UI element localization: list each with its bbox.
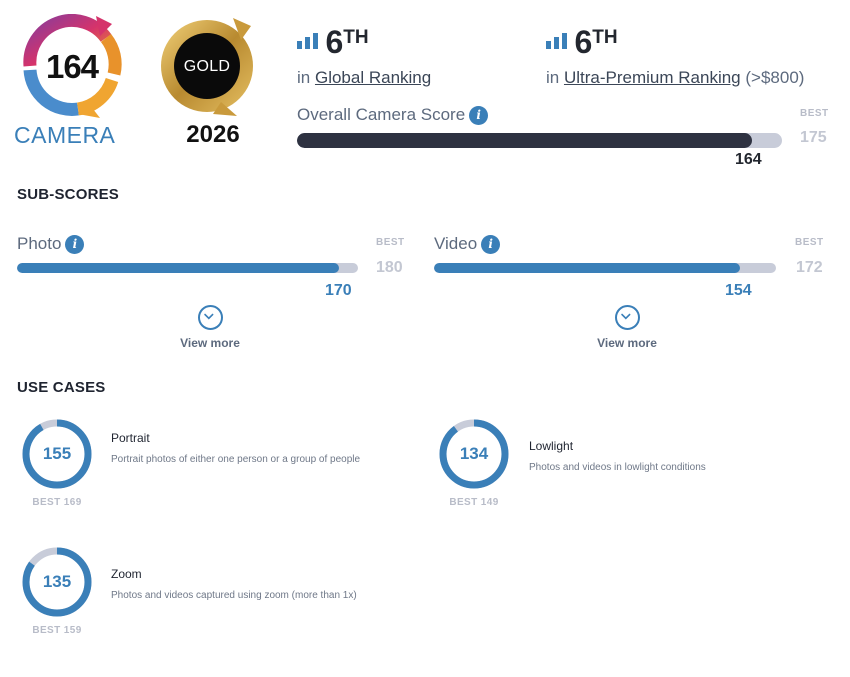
photo-label: Photo — [17, 234, 62, 253]
info-icon[interactable]: i — [65, 235, 85, 255]
lowlight-best: BEST 149 — [449, 497, 499, 508]
global-rank-line: in Global Ranking — [297, 68, 431, 88]
video-score-value: 154 — [725, 282, 752, 299]
overall-score-label-row: Overall Camera Score i — [297, 105, 489, 126]
camera-score-value: 164 — [45, 48, 99, 85]
zoom-score: 135 — [42, 572, 72, 591]
portrait-title: Portrait — [111, 431, 150, 445]
photo-label-row: Photo i — [17, 234, 85, 255]
video-label: Video — [434, 234, 478, 253]
photo-best-value: 180 — [376, 259, 403, 276]
photo-score-bar-fill — [17, 263, 340, 273]
portrait-score-arc — [22, 419, 92, 489]
zoom-score-ring — [22, 547, 92, 617]
gold-badge-ring-icon — [161, 18, 253, 116]
segment-rank-line: in Ultra-Premium Ranking (>$800) — [546, 68, 804, 88]
info-icon[interactable]: i — [469, 106, 489, 126]
lowlight-score: 134 — [459, 444, 489, 463]
global-rank-number: 6 — [325, 24, 344, 60]
photo-score-bar — [17, 263, 358, 273]
overall-best-value: 175 — [800, 129, 827, 146]
segment-rank-number: 6 — [574, 24, 593, 60]
segment-rank-suffix: TH — [592, 27, 618, 48]
zoom-score-arc — [22, 547, 92, 617]
photo-best-label: BEST — [376, 237, 405, 248]
video-best-label: BEST — [795, 237, 824, 248]
video-view-more-button[interactable]: View more — [577, 305, 677, 350]
portrait-best: BEST 169 — [32, 497, 82, 508]
photo-view-more-label: View more — [180, 336, 240, 350]
global-rank-suffix: TH — [343, 27, 369, 48]
ultra-premium-ranking-link[interactable]: Ultra-Premium Ranking — [563, 68, 741, 87]
zoom-description: Photos and videos captured using zoom (m… — [111, 590, 357, 601]
video-score-bar — [434, 263, 776, 273]
photo-score-value: 170 — [325, 282, 352, 299]
overall-score-label: Overall Camera Score — [297, 105, 466, 124]
video-score-bar-fill — [434, 263, 741, 273]
global-rank-prefix: in — [297, 68, 311, 87]
segment-rank: 6TH — [546, 24, 618, 61]
video-view-more-label: View more — [597, 336, 657, 350]
overall-score-bar — [297, 133, 782, 148]
portrait-score-ring — [22, 419, 92, 489]
category-label: CAMERA — [14, 122, 116, 148]
zoom-use-case: 135 BEST 159 — [21, 546, 93, 646]
lowlight-use-case: 134 BEST 149 — [438, 418, 510, 518]
use-cases-title: USE CASES — [17, 379, 106, 396]
zoom-title: Zoom — [111, 567, 142, 581]
lowlight-score-ring — [439, 419, 509, 489]
global-rank: 6TH — [297, 24, 369, 61]
info-icon[interactable]: i — [481, 235, 501, 255]
score-badge-ring-icon — [23, 13, 122, 118]
bar-chart-icon — [546, 33, 567, 49]
bar-chart-icon — [297, 33, 318, 49]
portrait-use-case: 155 BEST 169 — [21, 418, 93, 518]
camera-score-badge: 164 — [16, 13, 128, 122]
overall-score-value: 164 — [735, 151, 762, 168]
lowlight-score-arc — [439, 419, 509, 489]
global-ranking-link[interactable]: Global Ranking — [314, 68, 432, 87]
chevron-down-icon — [197, 305, 223, 330]
photo-view-more-button[interactable]: View more — [160, 305, 260, 350]
lowlight-title: Lowlight — [529, 439, 574, 453]
subscores-title: SUB-SCORES — [17, 186, 120, 203]
chevron-down-icon — [614, 305, 640, 330]
segment-price-note: (>$800) — [745, 68, 805, 87]
portrait-description: Portrait photos of either one person or … — [111, 454, 361, 465]
lowlight-description: Photos and videos in lowlight conditions — [529, 462, 706, 473]
video-best-value: 172 — [796, 259, 823, 276]
video-label-row: Video i — [434, 234, 501, 255]
award-year: 2026 — [186, 121, 240, 148]
zoom-best: BEST 159 — [32, 625, 82, 636]
award-label: GOLD — [183, 58, 231, 75]
overall-best-label: BEST — [800, 108, 829, 119]
overall-score-bar-fill — [297, 133, 752, 148]
gold-award-badge: GOLD — [155, 14, 259, 118]
portrait-score: 155 — [42, 444, 72, 463]
segment-rank-prefix: in — [546, 68, 560, 87]
